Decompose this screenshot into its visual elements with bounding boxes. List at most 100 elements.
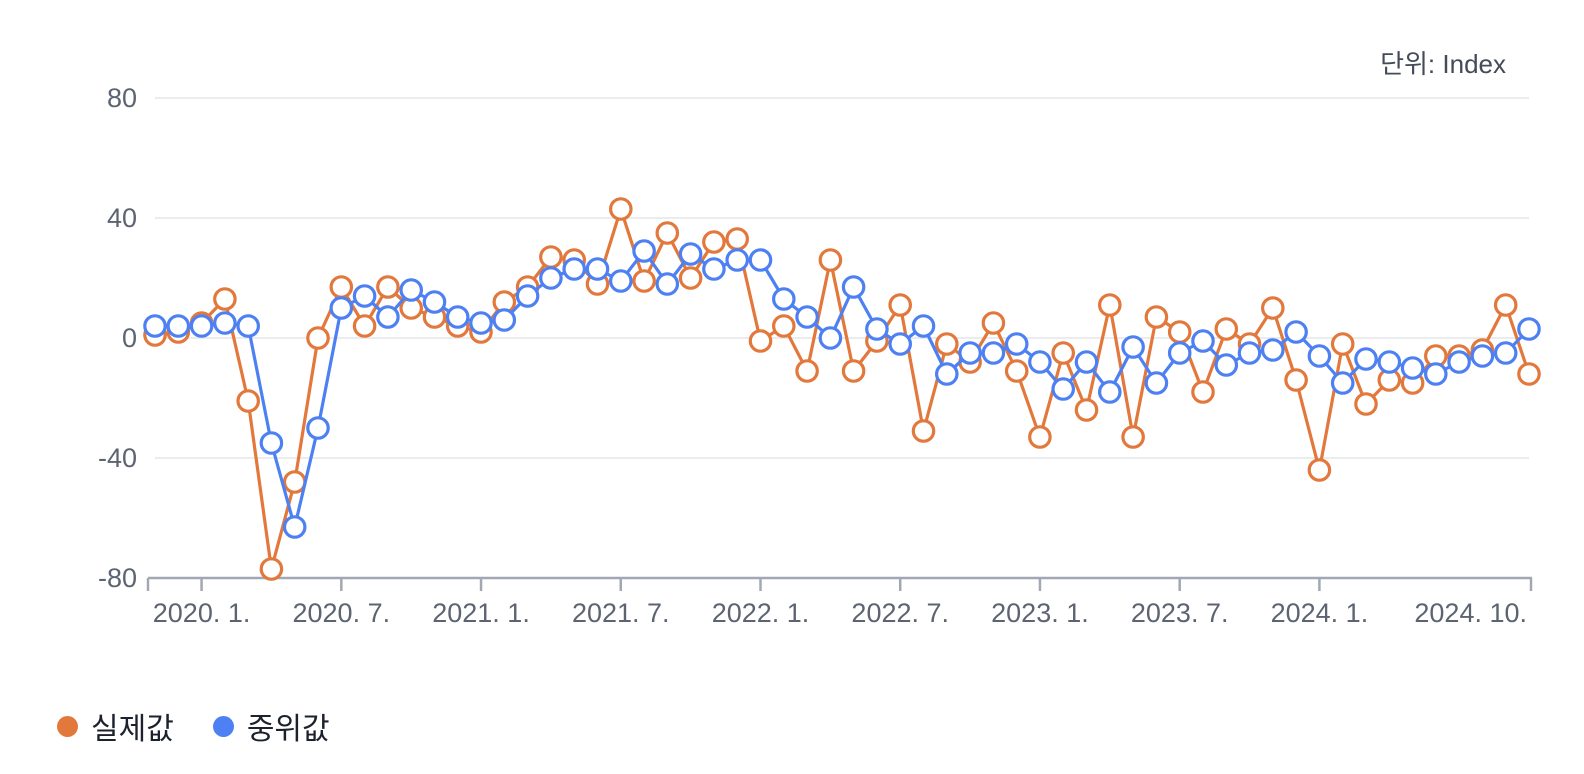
actual-value-marker[interactable] — [934, 332, 959, 356]
actual-value-marker[interactable] — [1261, 296, 1285, 320]
actual-value-marker[interactable] — [1330, 332, 1355, 356]
median-value-marker[interactable] — [1144, 371, 1169, 395]
median-value-marker[interactable] — [259, 431, 284, 455]
median-value-marker[interactable] — [748, 248, 773, 272]
actual-value-marker[interactable] — [329, 275, 354, 299]
actual-value-marker[interactable] — [888, 293, 912, 317]
median-value-marker[interactable] — [1191, 329, 1215, 353]
median-value-marker[interactable] — [1261, 338, 1285, 362]
median-value-marker[interactable] — [911, 314, 936, 338]
actual-value-marker[interactable] — [1284, 368, 1308, 392]
median-value-marker[interactable] — [1098, 380, 1122, 404]
actual-value-marker[interactable] — [702, 230, 726, 254]
median-value-marker[interactable] — [585, 257, 610, 281]
actual-value-marker[interactable] — [1214, 317, 1239, 341]
median-value-marker[interactable] — [1028, 350, 1052, 374]
median-value-marker[interactable] — [1470, 344, 1495, 368]
actual-value-marker[interactable] — [352, 314, 377, 338]
median-value-marker[interactable] — [352, 284, 377, 308]
actual-value-marker[interactable] — [1354, 392, 1378, 416]
actual-value-marker[interactable] — [1493, 293, 1518, 317]
median-value-marker[interactable] — [818, 326, 843, 350]
median-value-marker[interactable] — [725, 248, 749, 272]
median-value-marker[interactable] — [1330, 371, 1355, 395]
median-value-marker[interactable] — [236, 314, 260, 338]
median-value-marker[interactable] — [1447, 350, 1471, 374]
actual-value-marker[interactable] — [539, 245, 563, 269]
actual-value-marker[interactable] — [259, 557, 284, 581]
median-value-marker[interactable] — [888, 332, 912, 356]
median-value-marker[interactable] — [562, 257, 586, 281]
actual-value-marker[interactable] — [818, 248, 843, 272]
median-value-marker[interactable] — [632, 239, 656, 263]
median-value-marker[interactable] — [608, 269, 633, 293]
legend-item-actual-value[interactable]: 실제값 — [57, 706, 174, 746]
median-value-marker[interactable] — [1377, 350, 1402, 374]
actual-value-marker[interactable] — [236, 389, 260, 413]
actual-value-marker[interactable] — [632, 269, 656, 293]
median-value-marker[interactable] — [376, 305, 400, 329]
actual-value-marker[interactable] — [1121, 425, 1145, 449]
median-value-marker[interactable] — [1167, 341, 1192, 365]
median-value-marker[interactable] — [1051, 377, 1075, 401]
median-value-marker[interactable] — [1237, 341, 1262, 365]
actual-value-marker[interactable] — [1191, 380, 1215, 404]
median-value-marker[interactable] — [1493, 341, 1518, 365]
actual-value-marker[interactable] — [771, 314, 796, 338]
actual-value-marker[interactable] — [1051, 341, 1075, 365]
median-value-marker[interactable] — [166, 314, 191, 338]
actual-value-marker[interactable] — [376, 275, 400, 299]
median-value-marker[interactable] — [515, 284, 540, 308]
actual-value-marker[interactable] — [911, 419, 936, 443]
median-value-marker[interactable] — [213, 311, 237, 335]
actual-value-marker[interactable] — [306, 326, 330, 350]
median-value-marker[interactable] — [143, 314, 167, 338]
actual-value-marker[interactable] — [1144, 305, 1169, 329]
actual-value-marker[interactable] — [1028, 425, 1052, 449]
actual-value-marker[interactable] — [1517, 362, 1541, 386]
median-value-marker[interactable] — [678, 242, 703, 266]
median-value-marker[interactable] — [1121, 335, 1145, 359]
actual-value-marker[interactable] — [1167, 320, 1192, 344]
median-value-marker[interactable] — [189, 314, 214, 338]
actual-value-marker[interactable] — [981, 311, 1006, 335]
median-value-marker[interactable] — [934, 362, 959, 386]
actual-value-marker[interactable] — [748, 329, 773, 353]
median-value-marker[interactable] — [1074, 350, 1099, 374]
median-value-marker[interactable] — [329, 296, 354, 320]
median-value-marker[interactable] — [981, 341, 1006, 365]
actual-value-marker[interactable] — [841, 359, 866, 383]
median-value-marker[interactable] — [1284, 320, 1308, 344]
median-value-marker[interactable] — [1517, 317, 1541, 341]
legend-item-median-value[interactable]: 중위값 — [212, 706, 330, 746]
actual-value-marker[interactable] — [1074, 398, 1099, 422]
median-value-marker[interactable] — [795, 305, 819, 329]
actual-value-marker[interactable] — [608, 197, 633, 221]
median-value-marker[interactable] — [958, 341, 982, 365]
actual-value-marker[interactable] — [1004, 359, 1029, 383]
actual-value-marker[interactable] — [282, 470, 307, 494]
actual-value-marker[interactable] — [795, 359, 819, 383]
actual-value-marker[interactable] — [1098, 293, 1122, 317]
median-value-marker[interactable] — [492, 308, 517, 332]
actual-value-marker[interactable] — [655, 221, 680, 245]
actual-value-marker[interactable] — [213, 287, 237, 311]
median-value-marker[interactable] — [771, 287, 796, 311]
median-value-marker[interactable] — [1214, 353, 1239, 377]
actual-value-marker[interactable] — [678, 266, 703, 290]
median-value-marker[interactable] — [1354, 347, 1378, 371]
actual-value-marker[interactable] — [725, 227, 749, 251]
median-value-marker[interactable] — [1004, 332, 1029, 356]
median-value-marker[interactable] — [1424, 362, 1448, 386]
median-value-marker[interactable] — [422, 290, 447, 314]
median-value-marker[interactable] — [1307, 344, 1332, 368]
median-value-marker[interactable] — [282, 515, 307, 539]
median-value-marker[interactable] — [655, 272, 680, 296]
median-value-marker[interactable] — [445, 305, 470, 329]
actual-value-marker[interactable] — [1307, 458, 1332, 482]
median-value-marker[interactable] — [469, 311, 493, 335]
median-value-marker[interactable] — [865, 317, 889, 341]
median-value-marker[interactable] — [1400, 356, 1425, 380]
median-value-marker[interactable] — [399, 278, 423, 302]
median-value-marker[interactable] — [539, 266, 563, 290]
